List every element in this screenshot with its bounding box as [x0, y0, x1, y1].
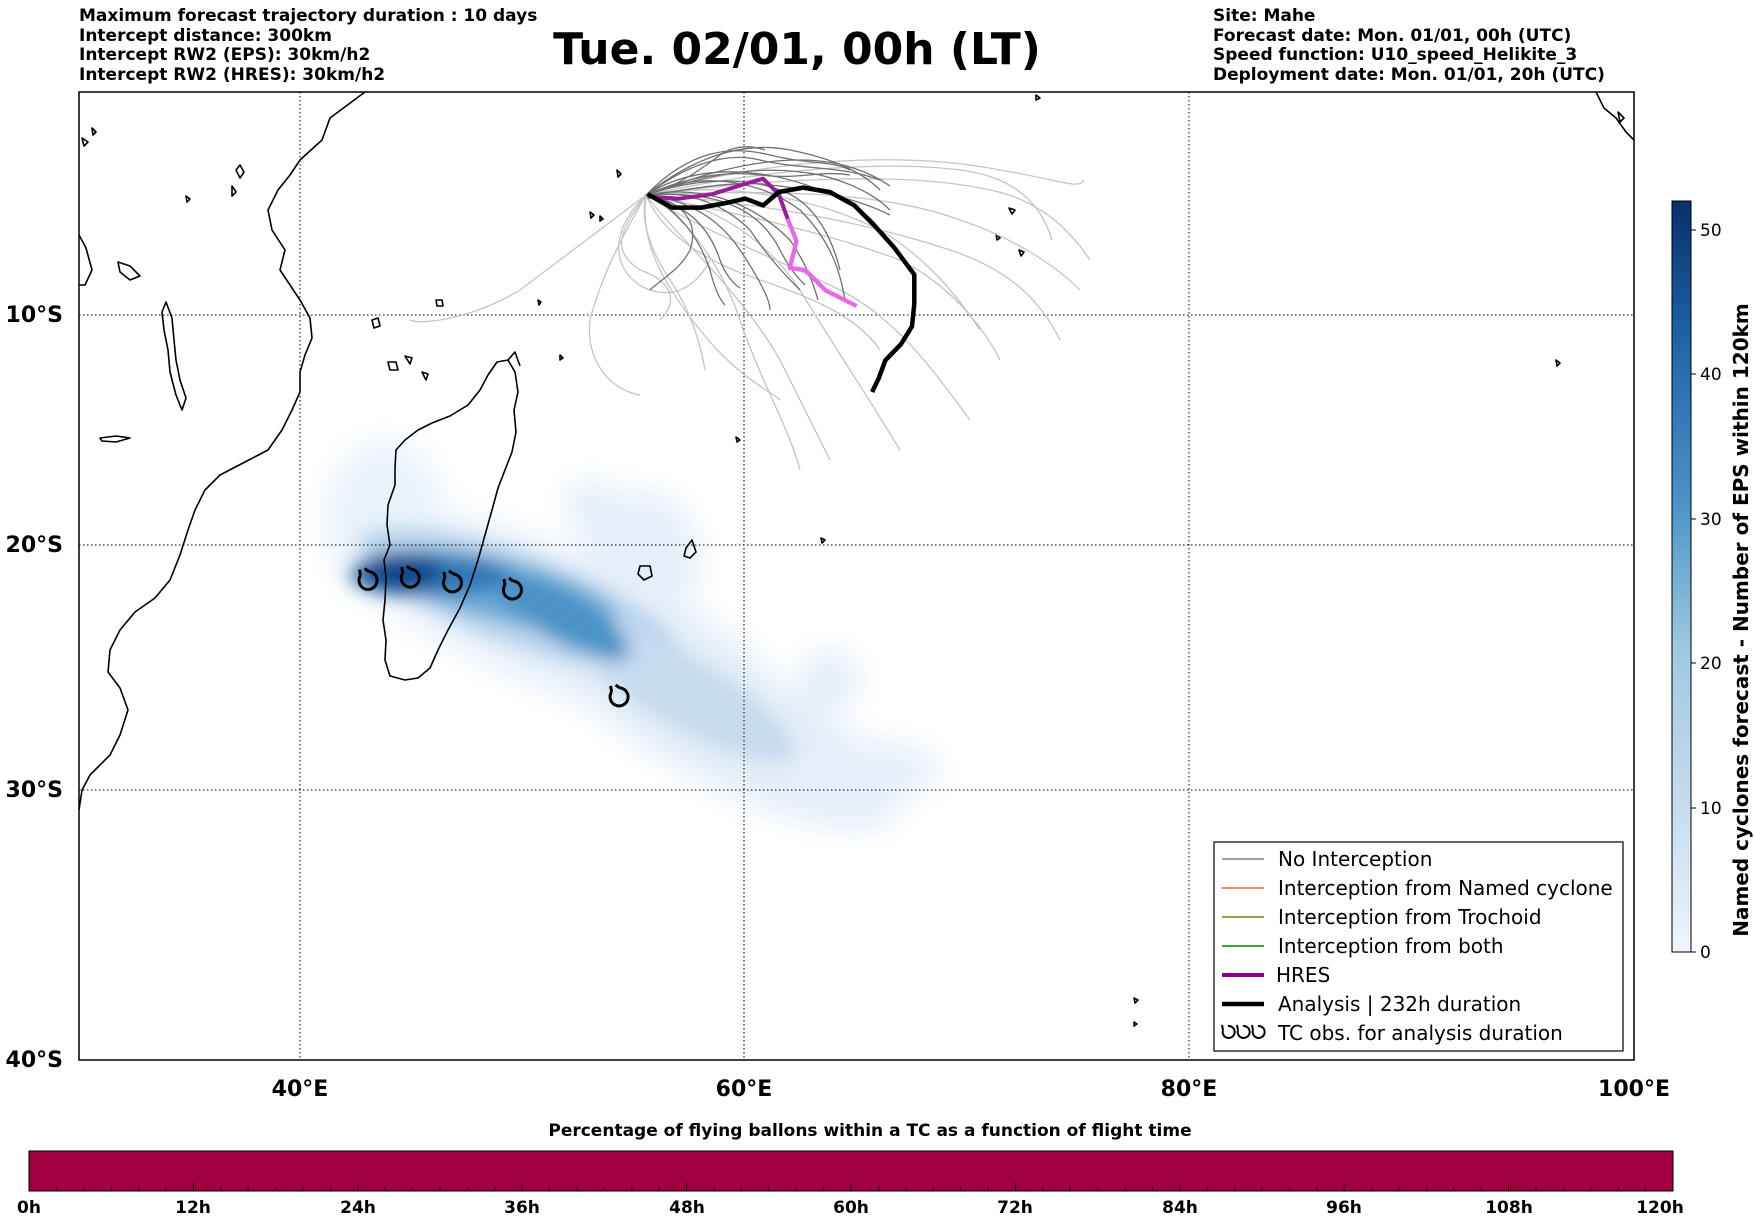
header-line-speed-function: Speed function: U10_speed_Helikite_3	[1213, 45, 1578, 65]
header-right: Site: Mahe Forecast date: Mon. 01/01, 00…	[1213, 6, 1605, 85]
legend-label-analysis: Analysis | 232h duration	[1278, 992, 1521, 1016]
lat-tick-label: 40°S	[6, 1048, 63, 1073]
legend-label-trochoid: Interception from Trochoid	[1278, 905, 1542, 929]
header-line-deployment-date: Deployment date: Mon. 01/01, 20h (UTC)	[1213, 64, 1605, 85]
legend-label-no-interception: No Interception	[1278, 847, 1432, 871]
bottom-colorbar: Percentage of flying ballons within a TC…	[17, 1121, 1684, 1218]
colorbar-tick-label: 40	[1700, 365, 1722, 385]
tc-obs-symbol	[399, 564, 421, 589]
coastlines	[79, 92, 1634, 1027]
header-line-duration: Maximum forecast trajectory duration : 1…	[79, 6, 538, 26]
lat-tick-label: 20°S	[6, 533, 63, 558]
lon-axis: 40°E 60°E 80°E 100°E	[272, 1077, 1670, 1102]
legend: No Interception Interception from Named …	[1213, 841, 1624, 1052]
bottom-colorbar-title: Percentage of flying ballons within a TC…	[548, 1121, 1191, 1141]
bottom-tick-label: 96h	[1326, 1198, 1362, 1218]
lat-axis: 10°S 20°S 30°S 40°S	[6, 303, 63, 1073]
bottom-tick-label: 12h	[175, 1198, 211, 1218]
bottom-tick-label: 48h	[669, 1198, 705, 1218]
bottom-tick-label: 60h	[833, 1198, 869, 1218]
tc-obs-symbol	[357, 567, 379, 591]
legend-label-tc-obs: TC obs. for analysis duration	[1277, 1021, 1563, 1045]
analysis-track	[646, 185, 917, 393]
header-line-eps: Intercept RW2 (EPS): 30km/h2	[79, 45, 371, 65]
right-colorbar: 0 10 20 30 40 50 Named cyclones forecast…	[1671, 200, 1753, 963]
bottom-tick-label: 108h	[1485, 1198, 1533, 1218]
legend-label-hres: HRES	[1276, 963, 1330, 987]
colorbar-gradient	[1671, 200, 1692, 953]
header-left: Maximum forecast trajectory duration : 1…	[79, 6, 538, 85]
lon-tick-label: 60°E	[716, 1077, 773, 1102]
lon-tick-label: 40°E	[272, 1077, 329, 1102]
header-line-distance: Intercept distance: 300km	[79, 25, 332, 46]
lon-tick-label: 80°E	[1161, 1077, 1218, 1102]
lat-tick-label: 10°S	[6, 303, 63, 328]
bottom-colorbar-minor-ticks	[28, 1183, 1674, 1191]
bottom-tick-label: 120h	[1636, 1198, 1684, 1218]
header-line-forecast-date: Forecast date: Mon. 01/01, 00h (UTC)	[1213, 25, 1572, 46]
map-frame	[78, 91, 1635, 1061]
cyclone-symbol-icon	[1221, 1024, 1266, 1039]
map-title: Tue. 02/01, 00h (LT)	[553, 24, 1041, 75]
bottom-tick-label: 36h	[504, 1198, 540, 1218]
bottom-tick-label: 24h	[340, 1198, 376, 1218]
bottom-tick-label: 0h	[17, 1198, 41, 1218]
bottom-tick-label: 72h	[997, 1198, 1033, 1218]
colorbar-tick-label: 20	[1700, 654, 1722, 674]
lon-tick-label: 100°E	[1598, 1077, 1670, 1102]
bottom-colorbar-tick-labels: 0h 12h 24h 36h 48h 60h 72h 84h 96h 108h …	[17, 1198, 1684, 1218]
colorbar-tick-label: 50	[1700, 221, 1722, 241]
legend-box	[1213, 841, 1624, 1052]
lat-tick-label: 30°S	[6, 778, 63, 803]
tc-obs-symbol	[441, 569, 463, 594]
header-line-site: Site: Mahe	[1213, 6, 1316, 26]
hres-track-tail	[785, 217, 858, 308]
tc-obs-symbol	[501, 576, 523, 601]
legend-label-named-cyclone: Interception from Named cyclone	[1278, 876, 1613, 900]
header-line-hres: Intercept RW2 (HRES): 30km/h2	[79, 64, 386, 85]
legend-label-both: Interception from both	[1278, 934, 1504, 958]
colorbar-tick-label: 10	[1700, 799, 1722, 819]
tc-obs-symbols	[357, 564, 630, 708]
eps-density-field	[325, 440, 940, 829]
tc-obs-symbol	[608, 683, 630, 708]
colorbar-tick-label: 0	[1700, 943, 1711, 963]
map-grid	[79, 92, 1634, 1060]
colorbar-ticks: 0 10 20 30 40 50	[1691, 221, 1722, 963]
colorbar-tick-label: 30	[1700, 510, 1722, 530]
colorbar-label: Named cyclones forecast - Number of EPS …	[1729, 303, 1753, 937]
bottom-tick-label: 84h	[1162, 1198, 1198, 1218]
